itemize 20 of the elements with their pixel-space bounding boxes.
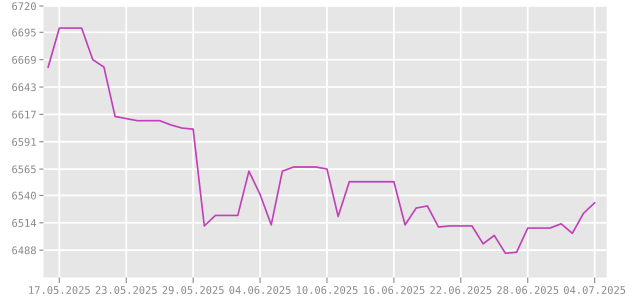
y-tick-label: 6488 [12,246,36,254]
y-tick-label: 6514 [12,219,36,227]
x-tick-label: 04.06.2025 [229,286,291,294]
y-tick-label: 6617 [12,110,36,119]
y-tick-label: 6540 [12,192,36,200]
line-series [47,27,596,254]
x-tick-label: 10.06.2025 [296,286,358,294]
y-tick-label: 6669 [12,56,36,64]
y-tick-label: 6591 [12,138,36,146]
x-tick-label: 22.06.2025 [430,286,492,294]
x-tick-label: 28.06.2025 [497,286,558,294]
x-tick-label: 16.06.2025 [364,286,424,294]
y-tick-label: 6643 [12,83,36,92]
x-tick-label: 17.05.2025 [29,286,90,294]
x-tick-label: 23.05.2025 [96,286,157,294]
x-tick-label: 29.05.2025 [162,286,224,294]
y-tick-label: 6720 [12,2,36,10]
y-tick-label: 6565 [12,165,36,174]
x-tick-label: 04.07.2025 [564,286,626,294]
y-tick-label: 6695 [12,28,36,36]
